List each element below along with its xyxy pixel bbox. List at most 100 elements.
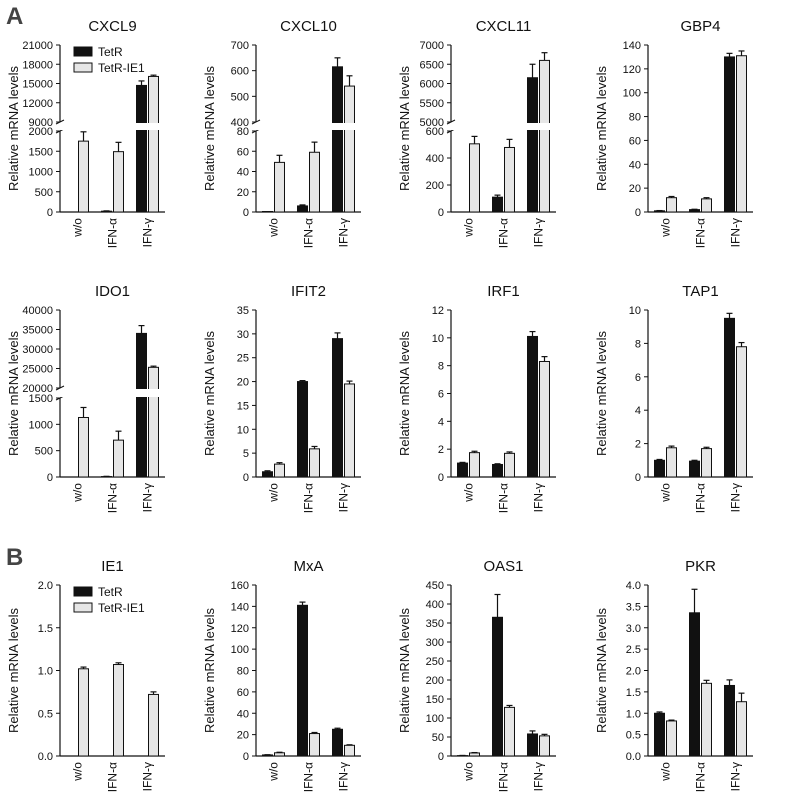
- y-tick-label: 1.5: [38, 623, 53, 635]
- y-tick-label: 5500: [420, 98, 444, 110]
- category-label: IFN-γ: [532, 483, 546, 512]
- y-tick-label: 400: [426, 153, 444, 165]
- y-axis-label: Relative mRNA levels: [594, 331, 609, 456]
- bar-tetr: [724, 317, 735, 478]
- category-label: w/o: [462, 762, 476, 782]
- category-label: IFN-α: [106, 218, 120, 248]
- y-tick-label: 40: [237, 167, 249, 179]
- y-tick-label: 80: [629, 112, 641, 124]
- bar-tetr-ie1: [274, 463, 285, 478]
- y-tick-label: 600: [426, 126, 444, 138]
- bar-tetr: [689, 460, 700, 478]
- bar-tetr-ie1: [148, 366, 159, 478]
- bar-tetr-ie1: [504, 452, 515, 478]
- bar-tetr-ie1: [736, 701, 747, 757]
- bar-tetr-ie1: [113, 151, 124, 213]
- category-label: w/o: [659, 483, 673, 503]
- y-axis-label: Relative mRNA levels: [594, 66, 609, 191]
- bar-tetr: [332, 338, 343, 478]
- category-label: IFN-α: [106, 762, 120, 792]
- bar-tetr-ie1: [701, 682, 712, 757]
- category-label: w/o: [71, 218, 85, 238]
- legend-swatch-tetr: [73, 586, 93, 597]
- category-label: IFN-α: [497, 483, 511, 513]
- panel-letter-b: B: [6, 544, 23, 571]
- category-label: IFN-γ: [337, 762, 351, 791]
- y-tick-label: 60: [629, 135, 641, 147]
- y-tick-label: 35000: [22, 325, 53, 337]
- y-tick-label: 600: [231, 66, 249, 78]
- y-tick-label: 100: [426, 713, 444, 725]
- y-tick-label: 50: [432, 732, 444, 744]
- bar-tetr: [689, 209, 700, 213]
- y-tick-label: 500: [35, 446, 53, 458]
- y-tick-label: 0: [47, 207, 53, 219]
- bar-tetr-ie1: [539, 360, 550, 478]
- y-tick-label: 140: [623, 40, 641, 52]
- y-tick-label: 2000: [29, 126, 53, 138]
- chart-title: IFIT2: [291, 283, 326, 300]
- y-tick-label: 4: [635, 405, 641, 417]
- category-label: w/o: [71, 483, 85, 503]
- y-tick-label: 200: [426, 675, 444, 687]
- bar-tetr: [136, 332, 147, 478]
- legend-label: TetR-IE1: [98, 61, 145, 75]
- chart-ido1: IDO1 Relative mRNA levels 0 500 1000 15002000…: [6, 283, 166, 513]
- y-tick-label: 2.0: [626, 666, 641, 678]
- y-tick-label: 30: [237, 329, 249, 341]
- bar-tetr: [654, 712, 665, 757]
- y-axis-label: Relative mRNA levels: [397, 66, 412, 191]
- category-label: IFN-α: [497, 762, 511, 792]
- bar-tetr-ie1: [113, 439, 124, 478]
- chart-title: CXCL9: [88, 18, 136, 35]
- bar-tetr-ie1: [78, 668, 89, 757]
- bar-tetr: [724, 56, 735, 213]
- y-tick-label: 0: [438, 751, 444, 763]
- y-tick-label: 400: [231, 117, 249, 129]
- legend-label: TetR-IE1: [98, 601, 145, 615]
- y-tick-label: 60: [237, 146, 249, 158]
- category-label: w/o: [267, 483, 281, 503]
- category-label: IFN-α: [497, 218, 511, 248]
- y-axis-label: Relative mRNA levels: [397, 608, 412, 733]
- bar-tetr-ie1: [666, 720, 677, 757]
- y-tick-label: 3.5: [626, 601, 641, 613]
- legend-label: TetR: [98, 585, 123, 599]
- bar-tetr-ie1: [701, 448, 712, 478]
- y-tick-label: 21000: [22, 40, 53, 52]
- y-tick-label: 25000: [22, 364, 53, 376]
- bar-tetr-ie1: [309, 448, 320, 478]
- y-tick-label: 10: [432, 333, 444, 345]
- y-axis-label: Relative mRNA levels: [202, 331, 217, 456]
- bar-tetr: [297, 604, 308, 757]
- category-label: IFN-γ: [337, 483, 351, 512]
- chart-title: GBP4: [680, 18, 720, 35]
- legend-swatch-tetr-ie1: [73, 62, 93, 73]
- bar-tetr: [492, 196, 503, 213]
- y-tick-label: 9000: [29, 117, 53, 129]
- y-tick-label: 18000: [22, 59, 53, 71]
- chart-pkr: PKR Relative mRNA levels 0.0 0.5 1.0 1.5 2.0 2.…: [594, 558, 753, 792]
- y-tick-label: 3.0: [626, 623, 641, 635]
- bar-tetr-ie1: [78, 416, 89, 478]
- y-tick-label: 12000: [22, 98, 53, 110]
- bar-tetr-ie1: [274, 161, 285, 213]
- category-label: IFN-γ: [729, 483, 743, 512]
- chart-title: IRF1: [487, 283, 520, 300]
- y-tick-label: 350: [426, 618, 444, 630]
- bar-tetr: [492, 463, 503, 478]
- category-label: w/o: [267, 218, 281, 238]
- y-tick-label: 20: [629, 183, 641, 195]
- y-tick-label: 120: [623, 64, 641, 76]
- chart-title: MxA: [294, 558, 324, 575]
- category-label: IFN-α: [302, 762, 316, 792]
- bar-tetr: [689, 612, 700, 757]
- y-tick-label: 5000: [420, 117, 444, 129]
- chart-title: OAS1: [483, 558, 523, 575]
- bar-tetr: [332, 66, 343, 213]
- y-tick-label: 20: [237, 377, 249, 389]
- y-tick-label: 500: [231, 91, 249, 103]
- y-tick-label: 2: [438, 444, 444, 456]
- chart-title: IDO1: [95, 283, 130, 300]
- category-label: w/o: [462, 218, 476, 238]
